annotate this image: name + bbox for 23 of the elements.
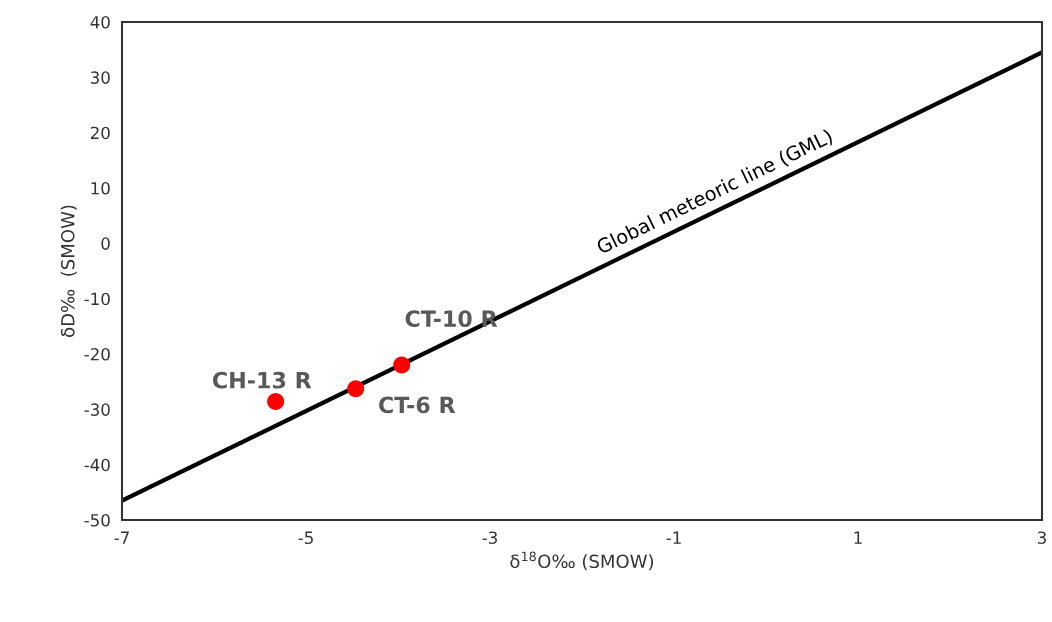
y-tick-label: 40 (90, 15, 110, 29)
x-tick-label: -3 (482, 531, 497, 545)
y-axis-title: δD‰ (SMOW) (60, 205, 77, 337)
annotation: CH-13 R (212, 371, 312, 389)
y-tick-label: 20 (90, 126, 110, 140)
y-tick-label: -50 (84, 513, 110, 527)
y-tick-label: -40 (84, 458, 110, 472)
y-tick-label: 30 (90, 71, 110, 84)
annotation: CT-6 R (379, 396, 456, 414)
y-tick-label: 10 (91, 181, 110, 195)
x-tick-label: 1 (854, 531, 862, 544)
point (267, 393, 285, 411)
x-tick-label: -7 (114, 531, 129, 544)
x-tick-label: 3 (1037, 531, 1046, 545)
x-tick-label: -5 (298, 531, 313, 545)
point (393, 356, 411, 374)
y-tick-label: 0 (101, 237, 110, 250)
x-axis-title: δ$^{18}$O‰ (SMOW) (510, 551, 654, 571)
y-tick-label: -20 (84, 347, 110, 361)
y-tick-label: -10 (84, 292, 110, 306)
y-tick-label: -30 (84, 403, 110, 416)
point (347, 380, 365, 398)
x-tick-label: -1 (666, 531, 681, 544)
